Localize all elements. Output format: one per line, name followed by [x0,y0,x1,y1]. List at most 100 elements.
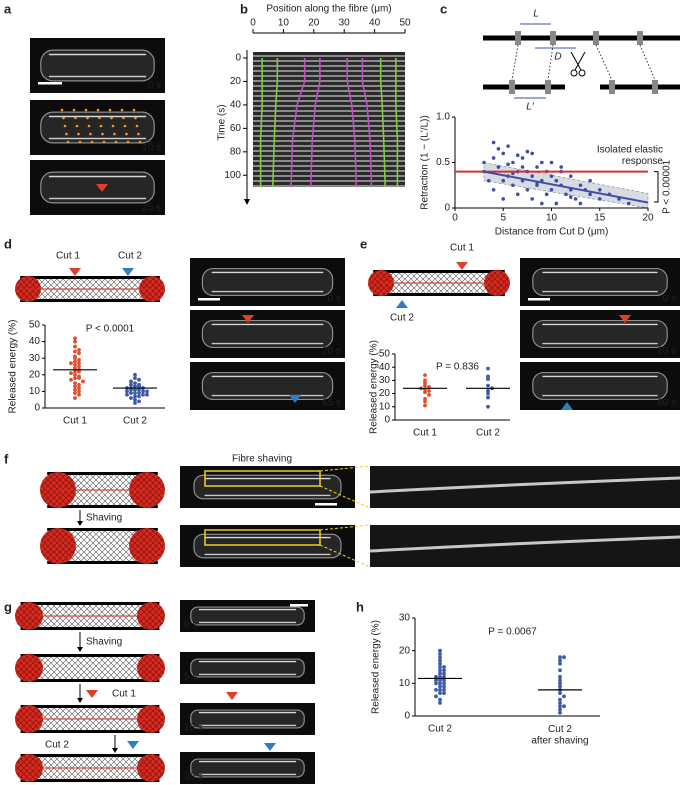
point [506,144,510,148]
point [540,201,544,206]
fibre-bar [20,730,160,733]
dot [73,359,77,364]
step-label: Cut 1 [112,689,136,700]
adhesion [137,654,165,682]
guide [595,44,613,81]
dot [434,687,438,692]
marker-dot [77,132,80,136]
marker-dot [126,140,130,144]
point [530,197,534,201]
trace [290,58,306,188]
dot [427,389,431,393]
time-label: 25 s [142,203,161,214]
marker-dot [96,108,100,112]
dot [438,674,442,679]
dot [442,681,446,686]
point [511,183,515,188]
y-axis-label: Released energy (%) [369,340,380,434]
point [482,160,486,165]
dot [133,372,137,377]
cut-marker [289,395,301,403]
dot [442,687,446,692]
point [597,188,602,192]
point [501,178,506,183]
fibre-bar [20,602,160,605]
marker-dot [63,124,67,128]
bracket [654,171,659,203]
dot [562,704,566,709]
marker-dot [90,140,94,144]
fibre-bar [20,779,160,782]
dot [438,648,442,653]
fibre-bar [20,654,160,657]
marker-block [652,80,658,94]
dot [77,351,81,356]
panel-letter: e [360,236,367,251]
fibre-bar [20,627,160,630]
cut-marker [86,690,98,698]
point [540,160,544,165]
dot [77,392,81,397]
dot [438,655,442,660]
dot [77,364,81,369]
x-tick-label: Cut 2 after shaving [531,724,588,747]
dot [137,399,141,404]
cell-outline [193,474,342,500]
x-tick-label: 50 [399,18,411,29]
panel-letter: a [4,1,12,16]
dot [73,366,77,371]
marker-dot [62,116,65,120]
cell-outline [40,49,155,82]
point [501,197,506,201]
marker-dot [108,108,112,112]
trace [271,58,279,188]
time-label: 60 s [657,398,676,409]
panel-letter: f [4,451,9,466]
point [549,174,554,178]
marker-dot [65,132,68,136]
dot [423,399,427,404]
y-tick-label: 60 [230,123,242,134]
marker-dot [98,116,101,120]
dot [438,697,442,702]
dot [77,357,81,362]
arrow-head [77,521,83,526]
dot [558,668,562,673]
zoom-image [370,525,680,567]
dot [77,369,81,374]
y-tick-label: 40 [29,336,41,347]
x-tick-label: 40 [369,18,381,29]
cut-marker [226,692,238,700]
dot [442,665,446,669]
dot [427,393,431,397]
point [525,188,530,192]
trace [346,58,358,188]
point [559,165,563,169]
dot [423,381,427,385]
dot [442,684,446,689]
marker-dot [114,140,118,144]
zoom-guide [319,524,371,531]
cut-marker [127,741,139,749]
fibre-bar [373,270,505,273]
point [578,183,583,188]
trace [395,58,399,187]
point [554,201,559,206]
marker-dot [123,124,127,128]
y-tick-label: 40 [230,100,242,111]
cell-body [29,654,151,682]
guide [547,44,554,81]
marker-block [545,80,551,94]
y-tick-label: 0 [404,711,410,722]
point [491,156,496,160]
time-label: 0 s [148,81,161,92]
dot [438,684,442,689]
dot [137,384,141,389]
dot [73,349,77,354]
dot [69,371,73,376]
x-axis-label: Distance from Cut D (μm) [495,227,609,238]
dot [558,691,562,696]
cell-outline [201,267,334,297]
marker-dot [102,140,106,144]
scale-bar [198,298,220,301]
